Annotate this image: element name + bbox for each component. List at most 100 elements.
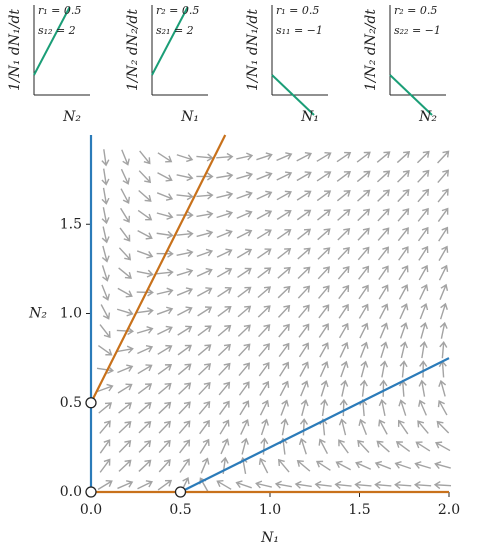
vector-arrow: [276, 152, 293, 161]
y-tick-label: 1.0: [60, 306, 82, 322]
vector-arrow: [198, 400, 211, 415]
vector-arrow: [276, 229, 292, 240]
vector-arrow: [197, 344, 212, 356]
vector-arrow: [357, 227, 370, 241]
vector-arrow: [120, 188, 131, 204]
vector-arrow: [179, 458, 190, 473]
vector-arrow: [136, 250, 154, 259]
vector-arrow: [118, 459, 132, 472]
vector-arrow: [418, 399, 427, 416]
vector-arrow: [236, 209, 253, 219]
x-axis-label: N₁: [260, 530, 279, 546]
vector-arrow: [399, 360, 408, 378]
vector-arrow: [394, 461, 412, 470]
vector-arrow: [196, 210, 214, 219]
inset-param: r₂ = 0.5: [394, 4, 437, 17]
vector-arrow: [138, 420, 152, 434]
vector-arrow: [218, 400, 230, 415]
vector-arrow: [241, 437, 249, 455]
vector-arrow: [337, 208, 351, 221]
vector-arrow: [256, 190, 273, 200]
vector-arrow: [417, 420, 429, 434]
vector-arrow: [398, 399, 407, 416]
vector-arrow: [374, 480, 392, 490]
vector-arrow: [118, 440, 132, 453]
vector-arrow: [394, 480, 412, 490]
vector-arrow: [117, 364, 134, 374]
vector-arrow: [414, 461, 432, 469]
vector-arrow: [116, 308, 134, 317]
vector-arrow: [157, 344, 173, 355]
vector-arrow: [217, 287, 232, 298]
vector-arrow: [398, 246, 409, 261]
vector-arrow: [417, 169, 430, 183]
vector-arrow: [177, 325, 193, 336]
vector-arrow: [176, 154, 194, 163]
vector-arrow: [216, 210, 234, 219]
vector-arrow: [257, 248, 272, 259]
vector-arrow: [438, 379, 447, 397]
vector-arrow: [360, 360, 369, 378]
vector-arrow: [336, 170, 351, 182]
vector-arrow: [116, 326, 135, 336]
vector-arrow: [300, 380, 309, 397]
vector-arrow: [257, 267, 272, 279]
vector-arrow: [400, 341, 409, 359]
vector-arrow: [177, 363, 192, 376]
vector-arrow: [436, 420, 450, 434]
vector-arrow: [238, 381, 250, 396]
vector-arrow: [259, 399, 270, 416]
vector-arrow: [439, 321, 448, 339]
vector-arrow: [158, 439, 171, 454]
vector-arrow: [356, 170, 371, 183]
vector-arrow: [179, 439, 191, 454]
vector-arrow: [216, 152, 234, 161]
vector-arrow: [280, 418, 289, 436]
vector-arrow: [138, 170, 152, 184]
vector-arrow: [437, 150, 450, 164]
vector-arrow: [320, 398, 329, 417]
vector-arrow: [338, 439, 349, 454]
vector-arrow: [178, 420, 191, 434]
vector-arrow: [101, 187, 110, 205]
vector-arrow: [437, 207, 449, 222]
vector-arrow: [256, 171, 273, 181]
inset-x-label: N₁: [300, 109, 319, 125]
vector-arrow: [137, 345, 154, 355]
vector-arrow: [97, 344, 113, 356]
vector-arrow: [337, 246, 350, 260]
vector-arrow: [294, 480, 312, 489]
vector-arrow: [157, 152, 173, 163]
vector-arrow: [138, 189, 152, 202]
vector-arrow: [417, 226, 429, 242]
vector-arrow: [196, 229, 214, 238]
vector-arrow: [317, 228, 331, 241]
vector-arrow: [237, 267, 252, 279]
vector-arrow: [334, 480, 352, 489]
vector-arrow: [316, 151, 332, 162]
vector-arrow: [101, 168, 110, 186]
vector-arrow: [439, 302, 448, 320]
vector-arrow: [256, 152, 273, 161]
vector-arrow: [236, 248, 253, 259]
vector-arrow: [258, 457, 269, 474]
vector-arrow: [277, 247, 292, 260]
inset-line: [389, 74, 433, 116]
vector-arrow: [235, 480, 252, 489]
inset-y-label: 1/N₂ dN₂/dt: [125, 9, 141, 91]
vector-arrow: [97, 383, 114, 393]
vector-arrow: [99, 439, 111, 454]
vector-arrow: [377, 227, 390, 241]
vector-arrow: [216, 267, 233, 278]
vector-arrow: [216, 248, 233, 258]
vector-arrow: [136, 325, 154, 334]
vector-arrow: [157, 325, 173, 335]
x-tick-label: 0.0: [80, 502, 102, 518]
y-tick-label: 0.5: [60, 395, 82, 411]
vector-arrow: [319, 342, 329, 358]
vector-arrow: [199, 438, 210, 454]
vector-arrow: [256, 229, 272, 240]
vector-arrow: [340, 379, 349, 397]
y-tick-label: 0.0: [60, 484, 82, 500]
y-axis-label: N₂: [28, 306, 47, 322]
